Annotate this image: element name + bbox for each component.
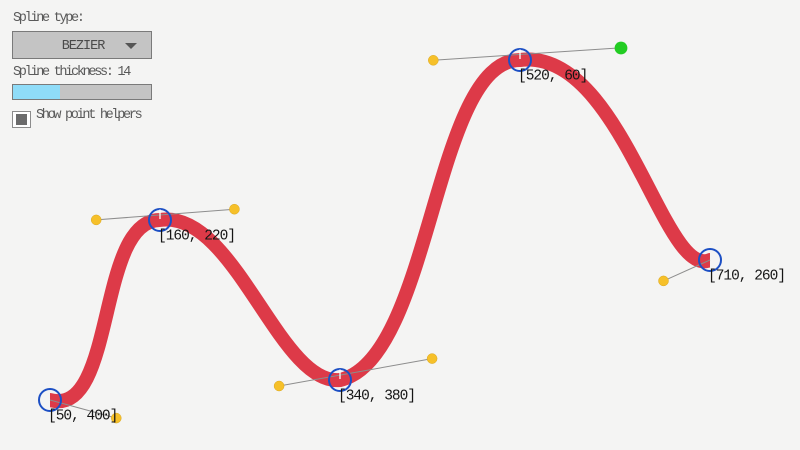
- svg-text:[160, 220]: [160, 220]: [158, 229, 235, 245]
- svg-text:[520, 60]: [520, 60]: [518, 69, 587, 85]
- svg-text:[710, 260]: [710, 260]: [708, 269, 785, 285]
- svg-text:[340, 380]: [340, 380]: [338, 389, 415, 405]
- svg-text:[50, 400]: [50, 400]: [48, 409, 117, 425]
